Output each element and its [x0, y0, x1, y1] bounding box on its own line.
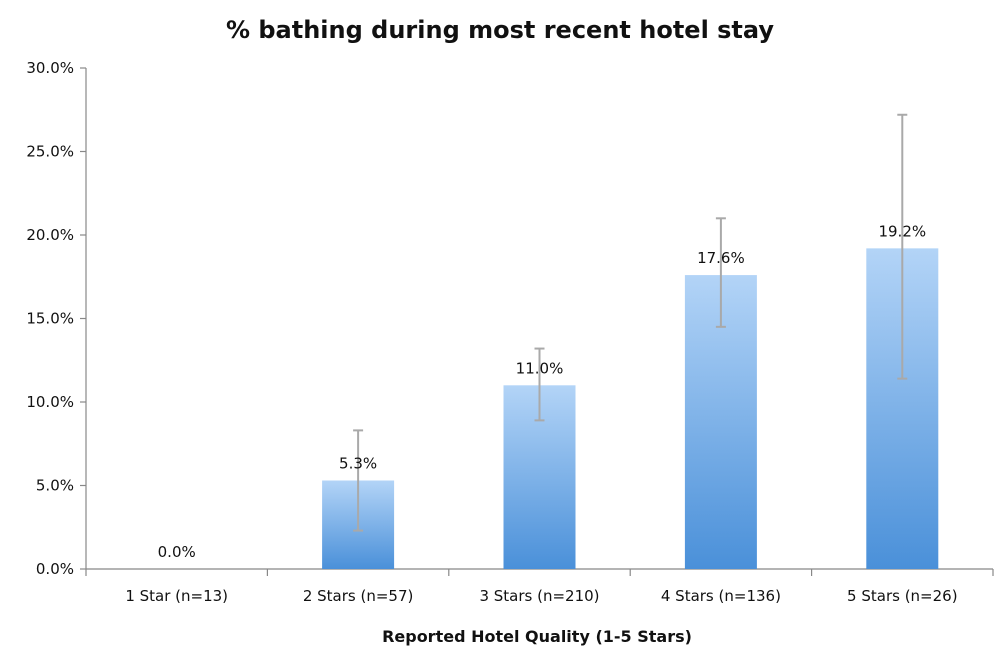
x-tick-label: 3 Stars (n=210) — [479, 587, 599, 605]
plot-area: 0.0% 5.0% 10.0% 15.0% 20.0% 25.0% 30.0% 0.0% 1 S… — [26, 59, 994, 605]
x-axis-title: Reported Hotel Quality (1-5 Stars) — [382, 627, 692, 646]
chart-title: % bathing during most recent hotel stay — [226, 16, 774, 44]
x-tick-label: 4 Stars (n=136) — [661, 587, 781, 605]
y-tick-label: 15.0% — [26, 310, 74, 328]
x-tick-label: 1 Star (n=13) — [125, 587, 228, 605]
y-tick-label: 30.0% — [26, 59, 74, 77]
y-tick-label: 5.0% — [36, 477, 74, 495]
data-label: 11.0% — [516, 359, 564, 377]
data-label: 19.2% — [878, 222, 926, 240]
y-tick-label: 0.0% — [36, 560, 74, 578]
data-label: 0.0% — [158, 543, 196, 561]
x-tick-label: 2 Stars (n=57) — [303, 587, 414, 605]
y-tick-label: 10.0% — [26, 393, 74, 411]
data-label: 5.3% — [339, 454, 377, 472]
x-tick-label: 5 Stars (n=26) — [847, 587, 958, 605]
y-tick-label: 25.0% — [26, 143, 74, 161]
y-tick-label: 20.0% — [26, 226, 74, 244]
data-label: 17.6% — [697, 249, 745, 267]
